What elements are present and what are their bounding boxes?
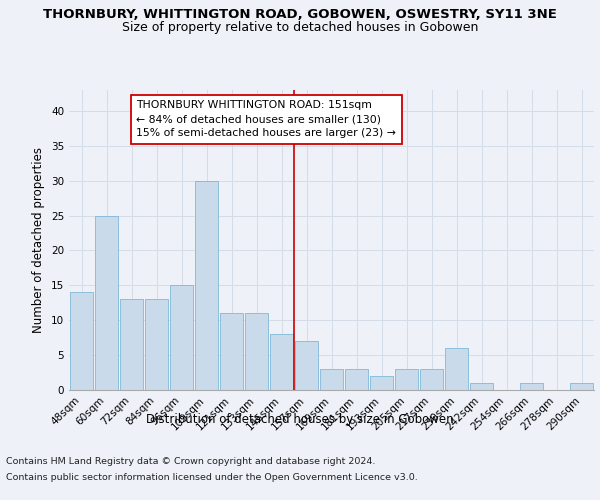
- Bar: [344, 369, 368, 390]
- Bar: [95, 216, 118, 390]
- Bar: [170, 286, 193, 390]
- Bar: [269, 334, 293, 390]
- Bar: [245, 314, 268, 390]
- Bar: [295, 341, 319, 390]
- Bar: [395, 369, 418, 390]
- Bar: [220, 314, 244, 390]
- Text: THORNBURY, WHITTINGTON ROAD, GOBOWEN, OSWESTRY, SY11 3NE: THORNBURY, WHITTINGTON ROAD, GOBOWEN, OS…: [43, 8, 557, 20]
- Bar: [320, 369, 343, 390]
- Bar: [470, 383, 493, 390]
- Text: Contains HM Land Registry data © Crown copyright and database right 2024.: Contains HM Land Registry data © Crown c…: [6, 458, 376, 466]
- Bar: [520, 383, 544, 390]
- Text: Contains public sector information licensed under the Open Government Licence v3: Contains public sector information licen…: [6, 472, 418, 482]
- Text: Distribution of detached houses by size in Gobowen: Distribution of detached houses by size …: [146, 412, 454, 426]
- Bar: [194, 180, 218, 390]
- Text: THORNBURY WHITTINGTON ROAD: 151sqm
← 84% of detached houses are smaller (130)
15: THORNBURY WHITTINGTON ROAD: 151sqm ← 84%…: [137, 100, 397, 138]
- Text: Size of property relative to detached houses in Gobowen: Size of property relative to detached ho…: [122, 21, 478, 34]
- Bar: [569, 383, 593, 390]
- Bar: [445, 348, 469, 390]
- Bar: [119, 300, 143, 390]
- Y-axis label: Number of detached properties: Number of detached properties: [32, 147, 46, 333]
- Bar: [419, 369, 443, 390]
- Bar: [370, 376, 394, 390]
- Bar: [145, 300, 169, 390]
- Bar: [70, 292, 94, 390]
